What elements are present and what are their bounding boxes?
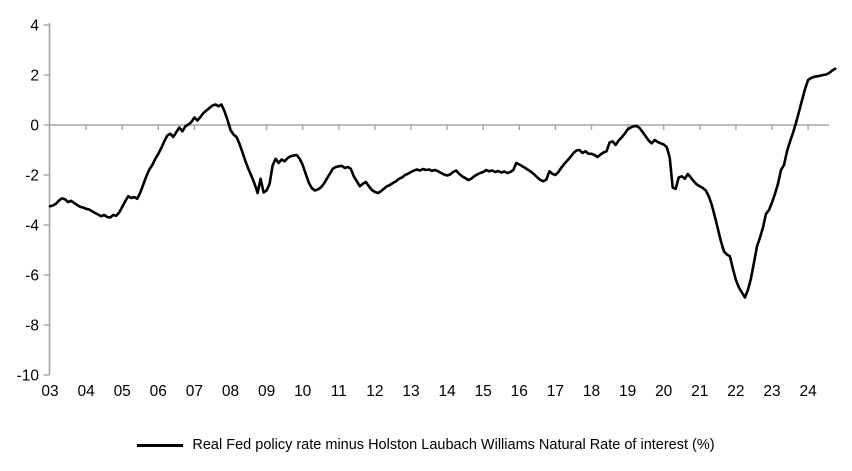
y-axis-label: -8: [25, 318, 39, 335]
x-axis-label: 06: [150, 383, 167, 400]
x-axis-label: 15: [475, 383, 492, 400]
x-axis-label: 05: [114, 383, 131, 400]
x-axis-label: 18: [583, 383, 600, 400]
legend-line-swatch: [137, 443, 184, 447]
legend-series-label: Real Fed policy rate minus Holston Lauba…: [192, 437, 715, 453]
y-axis-label: -4: [25, 218, 39, 235]
x-axis-label: 19: [619, 383, 636, 400]
y-axis-label: 4: [30, 18, 39, 35]
y-axis-label: 0: [30, 118, 39, 135]
x-axis-label: 13: [402, 383, 419, 400]
x-axis-label: 20: [655, 383, 673, 400]
x-axis-label: 22: [727, 383, 744, 400]
x-axis-label: 09: [258, 383, 275, 400]
x-axis-label: 07: [186, 383, 203, 400]
chart-legend: Real Fed policy rate minus Holston Lauba…: [0, 433, 852, 457]
series-line: [48, 67, 837, 299]
x-axis-label: 10: [294, 383, 312, 400]
y-axis-label: -2: [25, 168, 39, 185]
x-axis-label: 04: [77, 383, 95, 400]
x-axis-label: 17: [547, 383, 564, 400]
x-axis-label: 16: [511, 383, 528, 400]
x-axis-label: 21: [691, 383, 708, 400]
x-axis-label: 24: [799, 383, 817, 400]
y-axis-label: -10: [17, 368, 40, 385]
y-axis-label: -6: [25, 268, 39, 285]
x-axis-label: 23: [763, 383, 780, 400]
x-axis-label: 11: [331, 383, 347, 400]
x-axis-label: 03: [41, 383, 58, 400]
x-axis-label: 12: [366, 383, 383, 400]
x-axis-label: 08: [222, 383, 239, 400]
x-axis-label: 14: [438, 383, 456, 400]
y-axis-label: 2: [30, 68, 39, 85]
